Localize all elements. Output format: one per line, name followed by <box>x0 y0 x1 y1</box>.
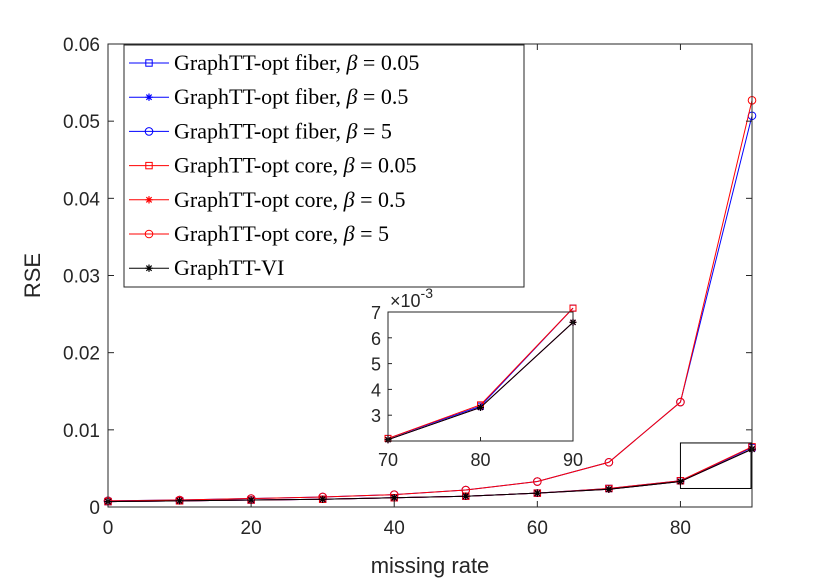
data-point-s6-6 <box>533 489 542 497</box>
inset-scale-factor: ×10-3 <box>390 285 433 311</box>
inset-data-point-s4-1 <box>477 403 484 411</box>
legend: GraphTT-opt fiber, β = 0.05 GraphTT-opt f… <box>123 44 525 288</box>
inset-x-tick-label: 90 <box>563 450 583 470</box>
y-tick-label: 0 <box>89 498 100 519</box>
x-tick-label: 80 <box>670 518 691 539</box>
x-tick-label: 40 <box>384 518 405 539</box>
inset-x-tick-label: 70 <box>378 450 398 470</box>
legend-label: GraphTT-opt core, β = 0.05 <box>174 153 417 178</box>
data-point-s6-5 <box>462 492 470 500</box>
legend-entry: GraphTT-opt core, β = 5 <box>129 221 389 246</box>
inset-plot: 70 80 90 3 4 5 6 7 ×10-3 <box>371 285 583 470</box>
y-tick-label: 0.01 <box>63 421 100 442</box>
legend-entry: GraphTT-opt fiber, β = 0.05 <box>129 50 419 75</box>
inset-y-tick-label: 7 <box>371 303 381 323</box>
legend-marker <box>144 229 154 239</box>
data-point-s5-7 <box>604 457 614 467</box>
inset-y-tick-label: 3 <box>371 406 381 426</box>
legend-label: GraphTT-opt fiber, β = 5 <box>174 118 392 143</box>
legend-label: GraphTT-opt core, β = 0.5 <box>174 187 406 212</box>
inset-x-tick-label: 80 <box>470 450 490 470</box>
legend-label: GraphTT-opt fiber, β = 0.5 <box>174 84 408 109</box>
inset-background <box>388 312 573 441</box>
x-tick-label: 0 <box>103 518 114 539</box>
series-line-6 <box>107 448 753 503</box>
legend-entry: GraphTT-VI <box>129 255 284 280</box>
series-line-5 <box>107 100 753 502</box>
y-tick-label: 0.02 <box>63 344 100 365</box>
legend-marker <box>145 59 153 67</box>
legend-marker <box>144 127 154 136</box>
legend-label: GraphTT-VI <box>174 255 284 280</box>
legend-marker <box>145 196 153 204</box>
inset-y-tick-label: 5 <box>371 355 381 375</box>
y-tick-label: 0.05 <box>63 112 100 133</box>
legend-entry: GraphTT-opt core, β = 0.5 <box>129 187 406 212</box>
x-axis-label: missing rate <box>371 553 490 578</box>
legend-entry: GraphTT-opt fiber, β = 5 <box>129 118 392 143</box>
data-point-s6-1 <box>175 497 184 505</box>
x-tick-label: 20 <box>241 518 262 539</box>
data-point-s5-6 <box>533 477 542 486</box>
data-point-s6-3 <box>318 495 327 503</box>
data-point-s6-7 <box>605 485 613 493</box>
legend-marker <box>145 264 153 272</box>
legend-marker <box>145 161 153 170</box>
data-point-s6-2 <box>247 496 255 504</box>
inset-y-tick-label: 4 <box>371 380 381 400</box>
legend-label: GraphTT-opt core, β = 5 <box>174 221 389 246</box>
data-point-s5-8 <box>676 397 685 407</box>
zoom-region-box <box>679 442 752 489</box>
legend-entry: GraphTT-opt fiber, β = 0.5 <box>129 84 408 109</box>
legend-entry: GraphTT-opt core, β = 0.05 <box>129 153 417 178</box>
inset-y-tick-label: 6 <box>371 329 381 349</box>
data-point-s6-4 <box>390 494 398 502</box>
y-tick-label: 0.04 <box>63 189 100 210</box>
y-tick-label: 0.06 <box>63 35 100 56</box>
inset-data-point-s2-2 <box>569 304 577 312</box>
legend-box <box>123 44 525 288</box>
y-tick-label: 0.03 <box>63 267 100 288</box>
y-axis-label: RSE <box>20 253 45 298</box>
legend-marker <box>145 93 153 101</box>
legend-label: GraphTT-opt fiber, β = 0.05 <box>174 50 419 75</box>
x-tick-label: 60 <box>527 518 548 539</box>
